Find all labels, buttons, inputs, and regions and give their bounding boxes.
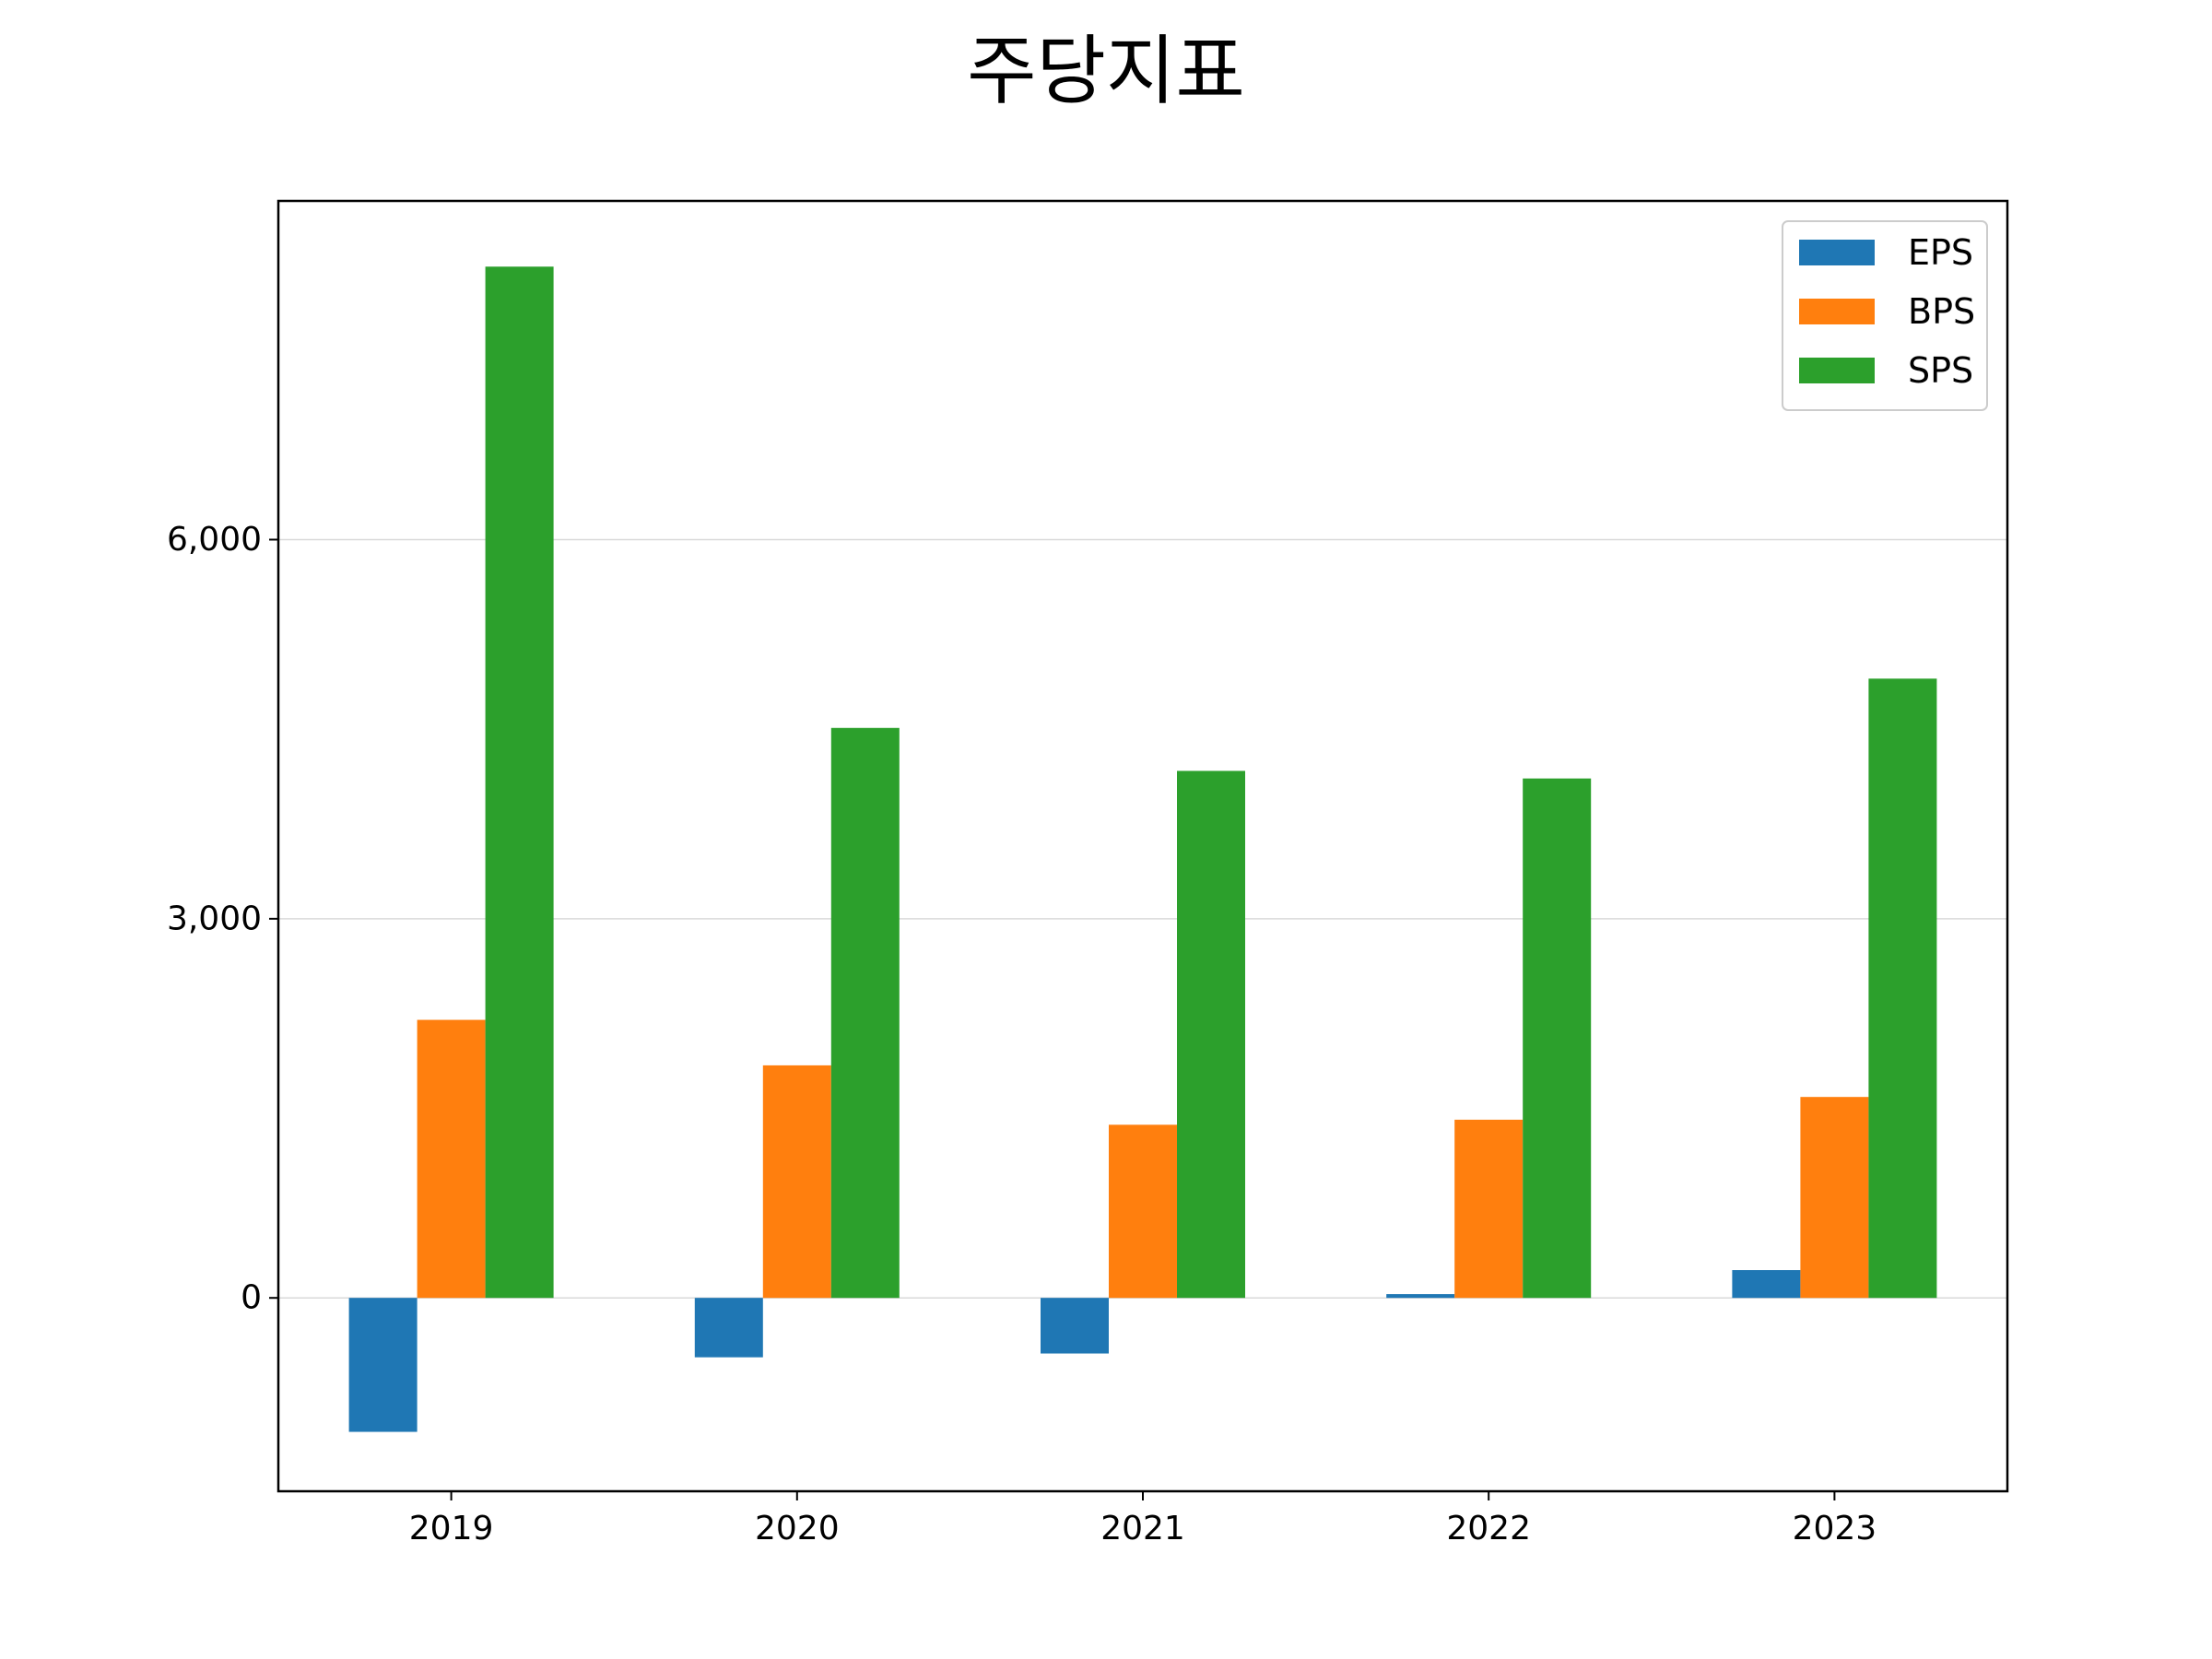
x-tick-label: 2021 xyxy=(1100,1510,1185,1547)
bar-eps-2022 xyxy=(1386,1294,1455,1299)
bar-bps-2021 xyxy=(1109,1124,1177,1299)
x-tick-label: 2020 xyxy=(755,1510,840,1547)
legend-swatch-sps xyxy=(1799,358,1875,383)
bar-sps-2019 xyxy=(485,266,554,1299)
bar-sps-2023 xyxy=(1868,678,1937,1299)
axis-layer: 0 3,000 6,000 2019 2020 2021 2022 2023 xyxy=(167,521,1877,1547)
bar-sps-2022 xyxy=(1523,778,1592,1299)
x-tick-label: 2019 xyxy=(409,1510,494,1547)
bar-eps-2020 xyxy=(694,1298,763,1358)
x-tick-label: 2022 xyxy=(1446,1510,1531,1547)
legend-label-bps: BPS xyxy=(1908,291,1975,332)
chart-title: 주당지표 xyxy=(967,28,1245,115)
bars-layer xyxy=(348,266,1937,1432)
bar-bps-2022 xyxy=(1454,1119,1524,1299)
y-tick-label: 3,000 xyxy=(167,900,262,937)
bar-eps-2023 xyxy=(1732,1270,1801,1299)
legend: EPS BPS SPS xyxy=(1782,220,1988,411)
bar-eps-2021 xyxy=(1041,1298,1109,1354)
grid-layer xyxy=(278,538,2007,1299)
bar-eps-2019 xyxy=(348,1298,418,1432)
bar-sps-2020 xyxy=(830,727,900,1299)
x-tick-label: 2023 xyxy=(1793,1510,1877,1547)
bar-bps-2019 xyxy=(417,1019,486,1299)
bar-bps-2023 xyxy=(1800,1097,1869,1299)
y-tick-label: 6,000 xyxy=(167,521,262,559)
legend-swatch-eps xyxy=(1799,240,1875,265)
y-tick-label: 0 xyxy=(241,1279,262,1317)
legend-swatch-bps xyxy=(1799,299,1875,324)
legend-label-eps: EPS xyxy=(1908,232,1973,273)
bar-bps-2020 xyxy=(762,1065,831,1299)
legend-label-sps: SPS xyxy=(1908,350,1973,391)
bar-sps-2021 xyxy=(1177,771,1245,1299)
